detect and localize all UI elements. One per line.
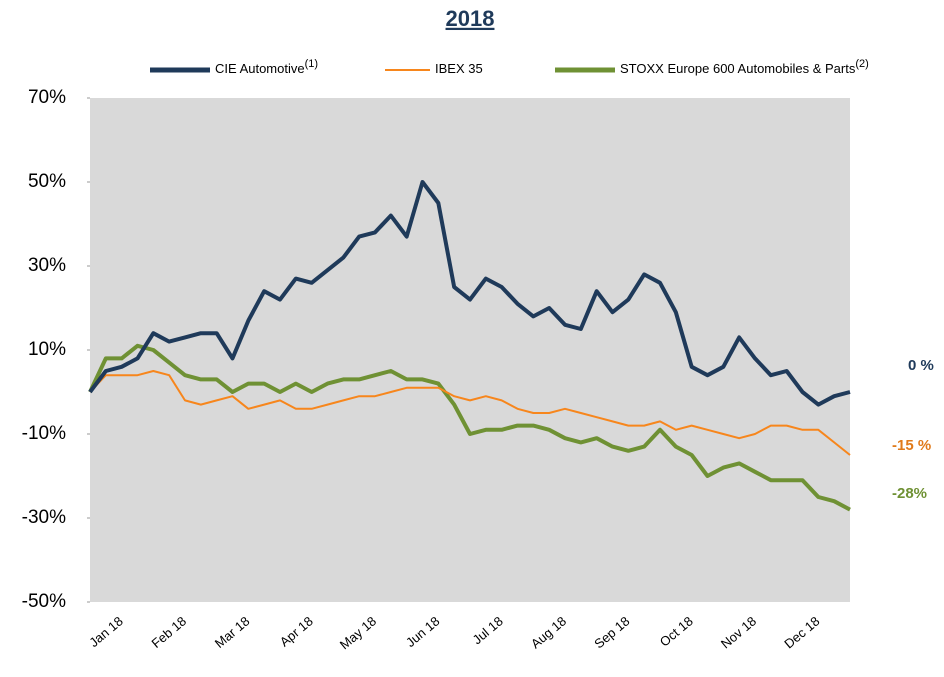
legend-footnote: (1) xyxy=(305,58,318,70)
series-line xyxy=(88,180,851,407)
x-tick-label: Mar 18 xyxy=(212,613,253,651)
x-tick-label: Aug 18 xyxy=(528,613,569,651)
y-tick-label: -30% xyxy=(22,507,66,528)
legend-label: IBEX 35 xyxy=(435,61,483,76)
y-tick-label: -10% xyxy=(22,423,66,444)
y-tick-label: 30% xyxy=(28,255,66,276)
x-tick-label: Oct 18 xyxy=(657,613,696,649)
x-tick-label: Jun 18 xyxy=(403,613,443,650)
end-label: 0 % xyxy=(908,357,934,374)
plot-area xyxy=(90,98,850,602)
end-label: -28% xyxy=(892,485,927,502)
legend-footnote: (2) xyxy=(855,58,868,70)
y-tick-label: -50% xyxy=(22,591,66,612)
legend-name: IBEX 35 xyxy=(435,61,483,76)
legend-label: CIE Automotive(1) xyxy=(215,58,318,77)
x-tick-label: May 18 xyxy=(337,613,379,652)
series-line xyxy=(88,343,851,512)
x-tick-label: Nov 18 xyxy=(718,613,759,651)
x-tick-label: Feb 18 xyxy=(148,613,189,651)
x-tick-label: Jul 18 xyxy=(470,613,506,647)
x-tick-label: Apr 18 xyxy=(277,613,316,649)
end-label: -15 % xyxy=(892,437,931,454)
x-tick-label: Dec 18 xyxy=(781,613,822,651)
legend-label: STOXX Europe 600 Automobiles & Parts(2) xyxy=(620,58,869,77)
x-tick-label: Jan 18 xyxy=(86,613,126,650)
series-line xyxy=(89,370,851,456)
chart-title: 2018 xyxy=(446,6,495,31)
legend-name: STOXX Europe 600 Automobiles & Parts xyxy=(620,61,856,76)
y-tick-label: 50% xyxy=(28,171,66,192)
x-tick-label: Sep 18 xyxy=(591,613,632,651)
y-tick-label: 10% xyxy=(28,339,66,360)
legend-name: CIE Automotive xyxy=(215,61,305,76)
y-tick-label: 70% xyxy=(28,87,66,108)
